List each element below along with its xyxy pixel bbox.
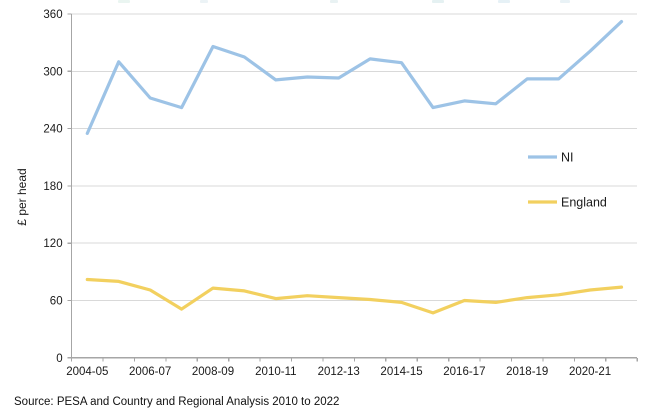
cropped-title-fragment	[200, 0, 208, 3]
legend-label-ni: NI	[561, 151, 574, 165]
y-tick-label-60: 60	[50, 296, 63, 308]
x-tick-label-2010-11: 2010-11	[255, 366, 296, 378]
y-tick-label-120: 120	[43, 238, 62, 250]
x-tick-label-2018-19: 2018-19	[506, 366, 548, 378]
y-tick-label-300: 300	[43, 66, 62, 78]
cropped-title-fragment	[118, 0, 130, 3]
y-tick-label-360: 360	[43, 9, 62, 21]
x-tick-label-2008-09: 2008-09	[192, 366, 234, 378]
y-tick-label-0: 0	[56, 353, 62, 365]
cropped-title-fragment	[560, 0, 570, 3]
cropped-title-fragment	[330, 0, 338, 3]
series-line-ni	[85, 20, 624, 135]
x-tick-label-2020-21: 2020-21	[569, 366, 611, 378]
x-tick-label-2012-13: 2012-13	[318, 366, 360, 378]
x-tick-label-2006-07: 2006-07	[129, 366, 171, 378]
source-note: Source: PESA and Country and Regional An…	[14, 396, 340, 408]
y-tick-label-240: 240	[43, 124, 62, 136]
legend-label-england: England	[561, 196, 607, 210]
legend-item-england: England	[528, 196, 607, 210]
series-line-england	[85, 277, 624, 315]
x-tick-label-2016-17: 2016-17	[443, 366, 485, 378]
y-axis-title: £ per head	[15, 168, 29, 225]
x-tick-label-2014-15: 2014-15	[380, 366, 422, 378]
cropped-title-fragment	[498, 0, 510, 3]
x-tick-label-2004-05: 2004-05	[66, 366, 108, 378]
cropped-title-fragment	[432, 0, 444, 3]
legend-item-ni: NI	[528, 151, 574, 165]
y-tick-label-180: 180	[43, 181, 62, 193]
